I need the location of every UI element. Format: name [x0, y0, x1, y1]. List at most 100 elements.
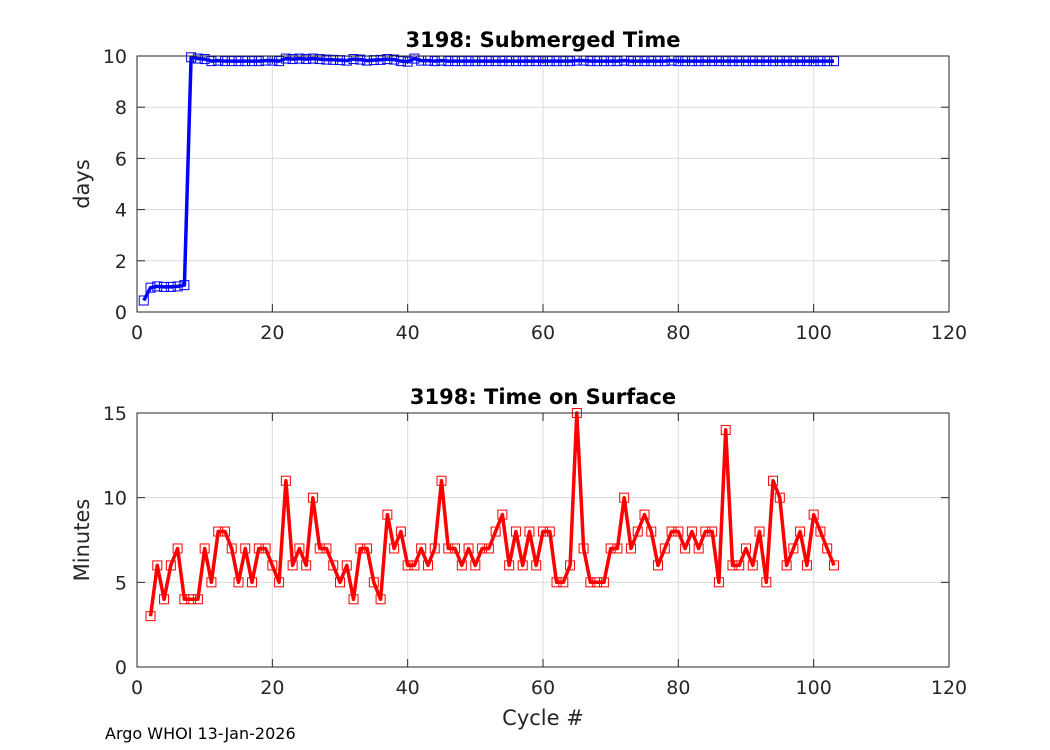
footer-credit: Argo WHOI 13-Jan-2026 — [105, 724, 296, 743]
data-point — [456, 560, 467, 571]
data-point — [551, 577, 562, 588]
data-point — [226, 56, 237, 67]
data-point — [531, 560, 542, 571]
data-point — [165, 281, 176, 292]
data-point — [145, 282, 156, 293]
data-point — [443, 543, 454, 554]
data-point — [666, 526, 677, 537]
data-point — [314, 54, 325, 65]
data-point — [382, 509, 393, 520]
data-point — [233, 56, 244, 67]
series-line — [142, 55, 834, 302]
x-tick-label: 40 — [396, 322, 420, 344]
x-tick-label: 120 — [931, 677, 967, 699]
data-point — [395, 56, 406, 67]
data-point — [280, 53, 291, 64]
x-tick-label: 60 — [531, 322, 555, 344]
data-point — [470, 560, 481, 571]
x-tick-label: 80 — [666, 322, 690, 344]
data-point — [504, 56, 515, 67]
data-point — [199, 543, 210, 554]
data-point — [720, 56, 731, 67]
data-point — [152, 281, 163, 292]
data-point — [828, 560, 839, 571]
data-point — [639, 56, 650, 67]
data-point — [646, 56, 657, 67]
data-point — [307, 492, 318, 503]
data-point — [348, 54, 359, 65]
data-point — [192, 53, 203, 64]
data-point — [172, 543, 183, 554]
data-point — [632, 56, 643, 67]
data-point — [429, 543, 440, 554]
data-point — [341, 560, 352, 571]
data-point — [639, 509, 650, 520]
data-point — [233, 577, 244, 588]
data-point — [504, 560, 515, 571]
data-point — [287, 54, 298, 65]
data-point — [774, 56, 785, 67]
data-point — [152, 560, 163, 571]
data-point — [585, 56, 596, 67]
x-tick-label: 100 — [796, 677, 832, 699]
data-point — [409, 53, 420, 64]
data-point — [321, 54, 332, 65]
data-point — [788, 56, 799, 67]
x-axis-label: Cycle # — [502, 706, 584, 730]
data-point — [328, 54, 339, 65]
data-point — [375, 54, 386, 65]
data-point — [335, 577, 345, 588]
data-point — [551, 56, 562, 67]
data-point — [307, 53, 318, 64]
data-point — [822, 56, 833, 67]
data-point — [795, 526, 806, 537]
x-tick-label: 0 — [131, 322, 143, 344]
data-point — [206, 56, 217, 67]
data-point — [822, 543, 833, 554]
data-point — [659, 56, 670, 67]
y-tick-label: 0 — [115, 657, 127, 679]
panel-time-on-surface: 0 20 40 60 80 100 120 0 5 10 15 3198: Time on Surfa… — [70, 385, 967, 730]
y-tick-label: 15 — [103, 403, 127, 425]
data-point — [646, 526, 657, 537]
data-point — [558, 56, 569, 67]
data-point — [450, 543, 461, 554]
data-point — [328, 560, 339, 571]
data-point — [747, 560, 758, 571]
data-point — [686, 526, 697, 537]
data-point — [483, 56, 494, 67]
data-point — [517, 56, 528, 67]
data-point — [700, 526, 711, 537]
data-point — [138, 295, 149, 306]
data-point — [470, 56, 481, 67]
data-point — [828, 56, 839, 67]
data-point — [727, 56, 738, 67]
data-point — [375, 594, 386, 605]
data-point — [463, 56, 474, 67]
x-tick-label: 100 — [796, 322, 832, 344]
data-point — [578, 543, 589, 554]
data-point — [443, 56, 454, 67]
data-point — [781, 56, 792, 67]
data-point — [477, 56, 488, 67]
data-point — [382, 54, 393, 65]
panel-submerged-time: 0 20 40 60 80 100 120 0 2 4 6 8 10 3198: Submerged Ti… — [70, 28, 967, 344]
y-tick-label: 0 — [115, 302, 127, 324]
data-point — [321, 543, 332, 554]
data-point — [253, 543, 264, 554]
data-point — [402, 560, 413, 571]
data-point — [761, 577, 772, 588]
data-point — [747, 56, 758, 67]
data-point — [172, 281, 183, 292]
data-point — [368, 577, 379, 588]
x-tick-label: 120 — [931, 322, 967, 344]
data-point — [686, 56, 697, 67]
data-point — [450, 56, 461, 67]
data-point — [226, 543, 237, 554]
data-point — [186, 52, 197, 63]
data-point — [477, 543, 488, 554]
data-point — [165, 560, 176, 571]
data-point — [301, 560, 312, 571]
x-tick-label: 20 — [260, 322, 284, 344]
